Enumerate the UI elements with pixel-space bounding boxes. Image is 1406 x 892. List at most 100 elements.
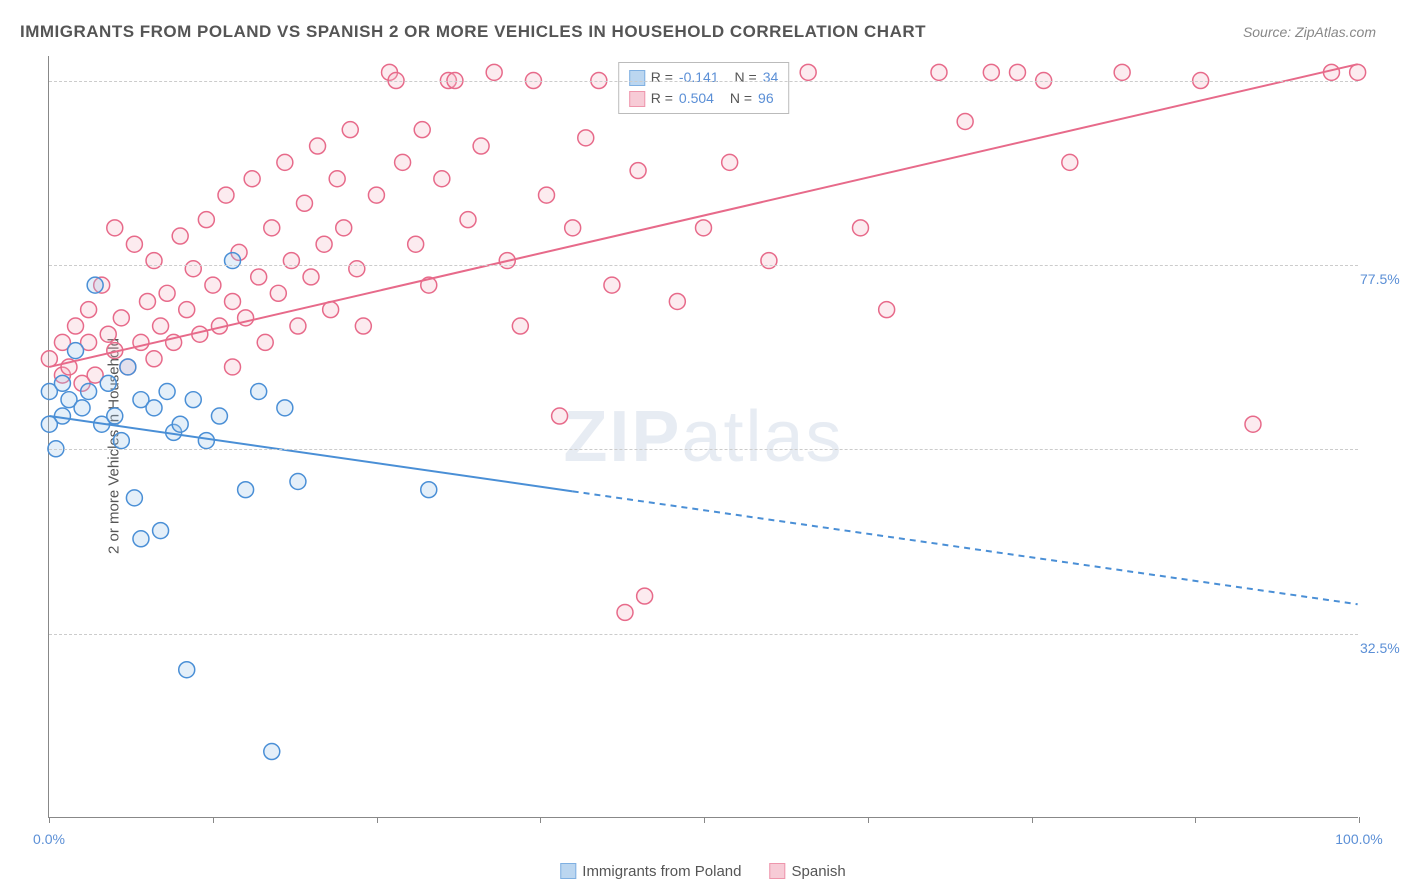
n-label: N = — [735, 67, 757, 88]
pink-point — [434, 171, 450, 187]
gridline-horizontal — [49, 81, 1358, 82]
pink-point — [669, 293, 685, 309]
blue-point — [74, 400, 90, 416]
blue-point — [185, 392, 201, 408]
pink-point — [146, 253, 162, 269]
pink-point — [342, 122, 358, 138]
blue-point — [172, 416, 188, 432]
blue-point — [100, 375, 116, 391]
pink-point — [172, 228, 188, 244]
n-label: N = — [730, 88, 752, 109]
pink-point — [107, 220, 123, 236]
blue-point — [146, 400, 162, 416]
pink-point — [637, 588, 653, 604]
blue-point — [120, 359, 136, 375]
blue-point — [211, 408, 227, 424]
pink-point — [800, 64, 816, 80]
blue-point — [107, 408, 123, 424]
x-tick — [540, 817, 541, 823]
gridline-horizontal — [49, 634, 1358, 635]
blue-point — [126, 490, 142, 506]
x-tick — [49, 817, 50, 823]
legend-top-row-blue: R = -0.141 N = 34 — [629, 67, 779, 88]
blue-point — [290, 474, 306, 490]
blue-point — [198, 433, 214, 449]
pink-point — [722, 154, 738, 170]
blue-point — [54, 375, 70, 391]
legend-correlation-box: R = -0.141 N = 34R = 0.504 N = 96 — [618, 62, 790, 114]
pink-point — [198, 212, 214, 228]
blue-point — [159, 384, 175, 400]
blue-swatch-icon — [629, 70, 645, 86]
legend-bottom: Immigrants from PolandSpanish — [560, 863, 845, 880]
n-value: 96 — [758, 88, 774, 109]
pink-point — [473, 138, 489, 154]
blue-point — [225, 253, 241, 269]
x-tick-label: 100.0% — [1335, 831, 1382, 847]
blue-point — [68, 343, 84, 359]
pink-point — [270, 285, 286, 301]
blue-point — [421, 482, 437, 498]
pink-point — [126, 236, 142, 252]
blue-point — [264, 744, 280, 760]
blue-point — [153, 523, 169, 539]
pink-point — [931, 64, 947, 80]
pink-point — [179, 302, 195, 318]
blue-point — [251, 384, 267, 400]
pink-point — [761, 253, 777, 269]
pink-point — [853, 220, 869, 236]
blue-point — [113, 433, 129, 449]
r-value: 0.504 — [679, 88, 714, 109]
x-tick — [1359, 817, 1360, 823]
blue-trendline — [49, 416, 572, 491]
blue-trendline-dashed — [573, 491, 1358, 604]
legend-item-blue: Immigrants from Poland — [560, 863, 741, 880]
pink-point — [1350, 64, 1366, 80]
pink-swatch-icon — [629, 91, 645, 107]
pink-point — [578, 130, 594, 146]
pink-point — [696, 220, 712, 236]
blue-point — [54, 408, 70, 424]
pink-point — [316, 236, 332, 252]
pink-point — [100, 326, 116, 342]
pink-point — [395, 154, 411, 170]
pink-point — [146, 351, 162, 367]
x-tick — [1195, 817, 1196, 823]
y-tick-label: 77.5% — [1360, 271, 1406, 287]
pink-point — [512, 318, 528, 334]
pink-point — [879, 302, 895, 318]
chart-title: IMMIGRANTS FROM POLAND VS SPANISH 2 OR M… — [20, 22, 926, 42]
y-tick-label: 32.5% — [1360, 640, 1406, 656]
pink-point — [113, 310, 129, 326]
legend-label: Immigrants from Poland — [582, 863, 741, 880]
pink-point — [205, 277, 221, 293]
pink-point — [983, 64, 999, 80]
pink-point — [1245, 416, 1261, 432]
pink-point — [460, 212, 476, 228]
r-label: R = — [651, 67, 673, 88]
pink-point — [310, 138, 326, 154]
plot-area: ZIPatlas R = -0.141 N = 34R = 0.504 N = … — [48, 56, 1358, 818]
pink-point — [329, 171, 345, 187]
x-tick-label: 0.0% — [33, 831, 65, 847]
pink-point — [303, 269, 319, 285]
pink-point — [957, 113, 973, 129]
x-tick — [868, 817, 869, 823]
pink-point — [368, 187, 384, 203]
pink-point — [290, 318, 306, 334]
pink-point — [349, 261, 365, 277]
pink-point — [257, 334, 273, 350]
gridline-horizontal — [49, 265, 1358, 266]
gridline-horizontal — [49, 449, 1358, 450]
x-tick — [377, 817, 378, 823]
blue-point — [277, 400, 293, 416]
pink-point — [1062, 154, 1078, 170]
pink-point — [225, 293, 241, 309]
pink-point — [408, 236, 424, 252]
pink-point — [355, 318, 371, 334]
pink-point — [41, 351, 57, 367]
blue-point — [238, 482, 254, 498]
pink-point — [414, 122, 430, 138]
pink-point — [1009, 64, 1025, 80]
pink-point — [277, 154, 293, 170]
